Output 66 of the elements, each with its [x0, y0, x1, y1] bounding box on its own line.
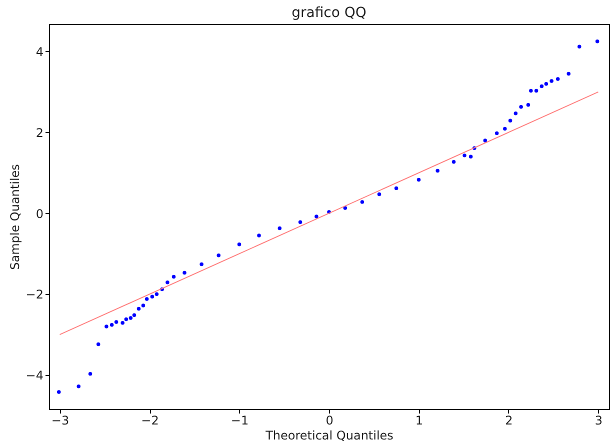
x-tick-label: 3	[594, 414, 603, 428]
x-tick-label: −2	[141, 414, 159, 428]
point	[172, 274, 176, 279]
point	[578, 44, 582, 49]
point	[298, 220, 302, 224]
point	[154, 292, 159, 296]
point	[529, 88, 533, 93]
x-axis-title: Theoretical Quantiles	[264, 428, 394, 442]
point	[514, 112, 518, 116]
x-tick-label: 0	[326, 414, 334, 428]
point	[132, 313, 136, 318]
point	[144, 297, 149, 301]
point	[468, 154, 473, 159]
point	[436, 168, 440, 173]
y-tick-label: 2	[36, 126, 44, 140]
point	[166, 280, 170, 284]
point	[96, 342, 100, 346]
point	[88, 372, 92, 376]
point	[216, 253, 220, 258]
point	[128, 316, 133, 320]
x-tick-label: 1	[415, 414, 424, 428]
point	[550, 79, 554, 83]
point	[237, 242, 242, 246]
y-tick-label: 4	[36, 45, 44, 59]
point	[278, 226, 282, 230]
point	[394, 186, 398, 190]
point	[150, 294, 154, 298]
x-tick-label: −3	[51, 414, 70, 428]
point	[462, 154, 466, 158]
y-tick-label: −2	[26, 288, 44, 302]
point	[416, 178, 421, 182]
point	[483, 138, 488, 142]
point	[526, 103, 530, 107]
point	[544, 82, 548, 86]
point	[57, 390, 61, 394]
point	[452, 160, 456, 164]
point	[377, 192, 382, 196]
point	[110, 323, 114, 327]
x-tick-label: −1	[230, 414, 249, 428]
point	[343, 206, 348, 210]
point	[76, 384, 80, 388]
point	[104, 324, 108, 328]
y-tick-label: 0	[36, 206, 44, 221]
point	[566, 72, 570, 76]
point	[314, 214, 318, 218]
point	[182, 270, 186, 275]
point	[141, 304, 146, 308]
chart-title: grafico QQ	[292, 5, 366, 21]
point	[136, 306, 141, 311]
point	[114, 320, 118, 324]
point	[534, 88, 538, 93]
point	[494, 131, 499, 136]
point	[200, 262, 204, 266]
point	[556, 77, 560, 81]
point	[257, 234, 261, 238]
point	[124, 317, 128, 322]
y-tick-label: −4	[26, 368, 44, 383]
point	[540, 84, 544, 88]
point	[519, 105, 523, 109]
point	[120, 320, 124, 325]
point	[360, 200, 364, 204]
y-axis-title: Sample Quantiles	[8, 164, 22, 270]
point	[508, 118, 512, 123]
point	[503, 126, 507, 131]
x-tick-label: 2	[505, 414, 513, 428]
point	[595, 40, 600, 44]
